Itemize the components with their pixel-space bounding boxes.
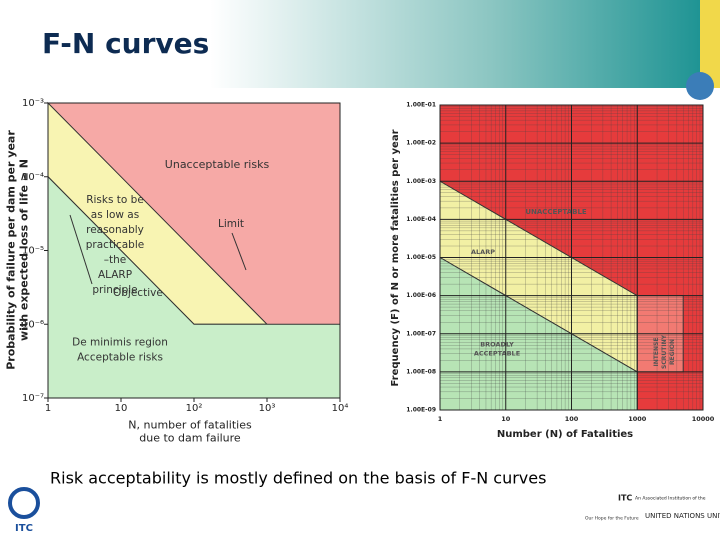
- y-axis-label: Frequency (F) of N or more fatalities pe…: [390, 129, 401, 386]
- y-tick-label: 10⁻⁵: [22, 246, 44, 257]
- logo-text: ITC: [15, 523, 33, 534]
- y-tick-label: 10⁻⁷: [22, 393, 44, 404]
- region-label: De minimis region Acceptable risks: [72, 337, 168, 364]
- x-tick-label: 1: [438, 415, 443, 423]
- y-tick-label: 1.00E-03: [406, 178, 436, 185]
- annotation-leader: [231, 232, 247, 271]
- itc-text: ITC: [618, 494, 632, 503]
- y-tick-label: 1.00E-04: [406, 216, 436, 223]
- annotation-leader: [69, 214, 93, 285]
- y-tick-label: 10⁻⁴: [22, 172, 44, 183]
- x-axis-label: N, number of fatalities due to dam failur…: [128, 419, 252, 445]
- un-name: UNITED NATIONS UNIVERSITY: [645, 512, 720, 520]
- y-tick-label: 1.00E-08: [406, 368, 436, 375]
- itc-tagline: An Associated Institution of the: [635, 496, 706, 502]
- x-axis-label: Number (N) of Fatalities: [497, 429, 633, 440]
- caption: Risk acceptability is mostly defined on …: [50, 469, 546, 488]
- y-tick-label: 10⁻⁶: [22, 319, 44, 330]
- x-tick-label: 100: [565, 415, 579, 423]
- header-band: [0, 0, 700, 88]
- y-tick-label: 1.00E-02: [406, 140, 436, 147]
- x-tick-label: 10²: [186, 403, 203, 414]
- y-tick-label: 10⁻³: [22, 98, 44, 109]
- x-tick-label: 10³: [259, 403, 276, 414]
- region-label: BROADLY ACCEPTABLE: [474, 341, 520, 358]
- header-accent: [700, 0, 720, 88]
- y-tick-label: 1.00E-06: [406, 292, 436, 299]
- chart: UNACCEPTABLE ALARP BROADLY ACCEPTABLE INTENS…: [390, 102, 715, 441]
- y-tick-label: 1.00E-01: [406, 102, 436, 109]
- x-tick-label: 10: [115, 403, 128, 414]
- un-motto: Our Hope for the Future: [585, 516, 639, 522]
- logo-mark: [8, 487, 40, 519]
- y-axis-label: Probability of failure per dam per yearw…: [5, 130, 31, 370]
- y-tick-label: 1.00E-09: [406, 407, 436, 414]
- region-label: Risks to be as low as reasonably practicabl…: [86, 194, 144, 296]
- region-label: INTENSESCRUTINYREGION: [653, 334, 676, 369]
- region-label: Unacceptable risks: [165, 158, 270, 171]
- region-label: UNACCEPTABLE: [525, 208, 587, 216]
- slide-title: F-N curves: [42, 27, 209, 60]
- globe-icon: [686, 72, 714, 100]
- itc-logo: ITC: [8, 487, 40, 534]
- chart: Unacceptable risks Risks to be as low as re…: [5, 98, 349, 445]
- x-tick-label: 10000: [692, 415, 715, 423]
- x-tick-label: 1000: [628, 415, 647, 423]
- annotation: Limit: [218, 218, 244, 230]
- x-tick-label: 10: [501, 415, 511, 423]
- x-tick-label: 1: [45, 403, 51, 414]
- y-tick-label: 1.00E-05: [406, 254, 436, 261]
- region-label: ALARP: [471, 248, 495, 256]
- y-tick-label: 1.00E-07: [406, 330, 436, 337]
- x-tick-label: 10⁴: [332, 403, 349, 414]
- annotation: Objective: [113, 287, 163, 299]
